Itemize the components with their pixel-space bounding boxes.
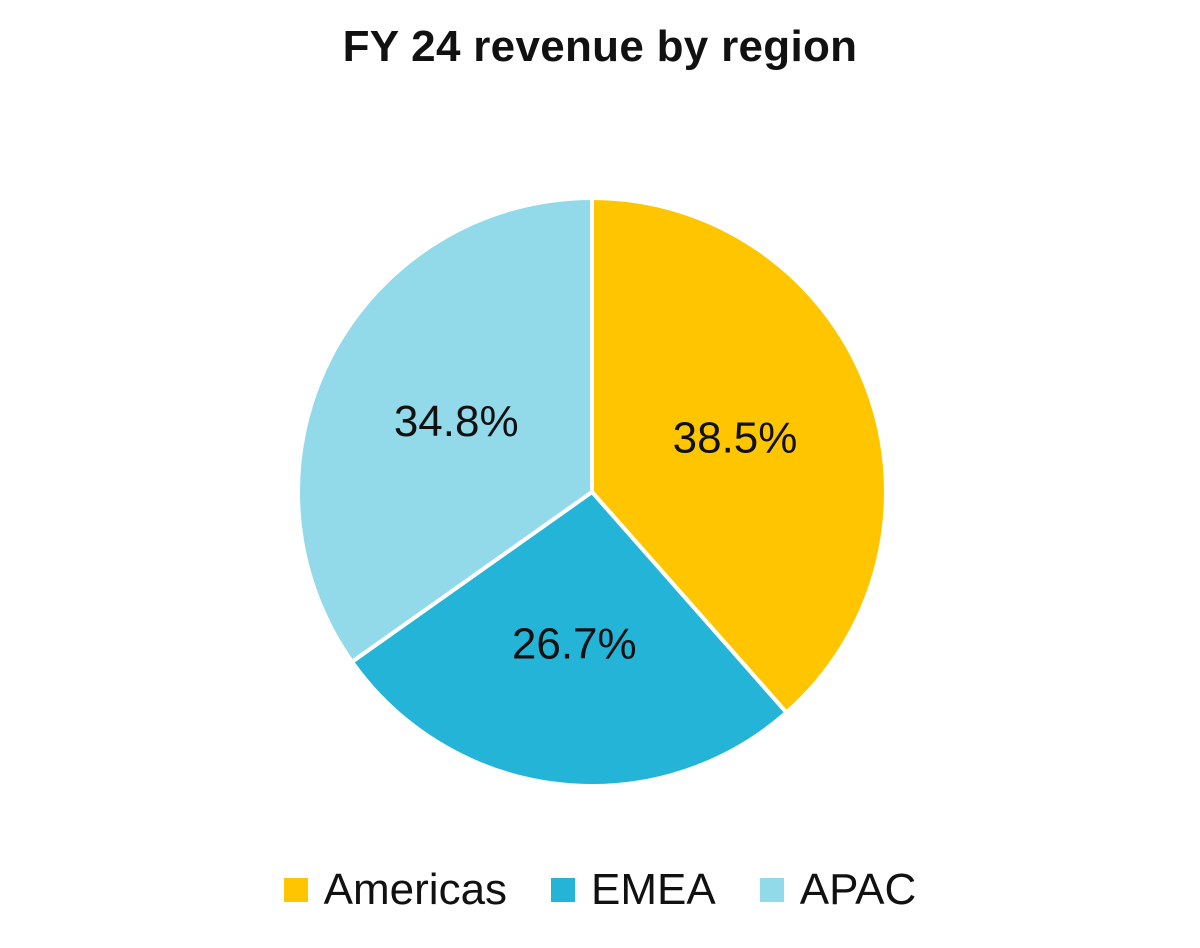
legend-swatch-americas [283, 878, 308, 902]
legend-item-apac: APAC [759, 862, 917, 918]
legend-item-americas: Americas [283, 862, 508, 918]
pie-slice-americas [590, 196, 888, 715]
chart-title: FY 24 revenue by region [342, 22, 858, 71]
legend-item-emea: EMEA [551, 862, 716, 918]
pie-slice-emea [349, 490, 789, 788]
slice-label-emea: 26.7% [512, 619, 637, 668]
legend-swatch-apac [759, 878, 784, 902]
legend-swatch-emea [551, 878, 576, 902]
slice-label-apac: 34.8% [394, 397, 519, 446]
legend-label-apac: APAC [799, 865, 917, 914]
legend-label-americas: Americas [323, 865, 508, 914]
legend-label-emea: EMEA [591, 865, 716, 914]
pie-slice-apac [296, 196, 594, 664]
slice-label-americas: 38.5% [673, 413, 798, 462]
legend: Americas EMEA APAC [0, 862, 1200, 918]
